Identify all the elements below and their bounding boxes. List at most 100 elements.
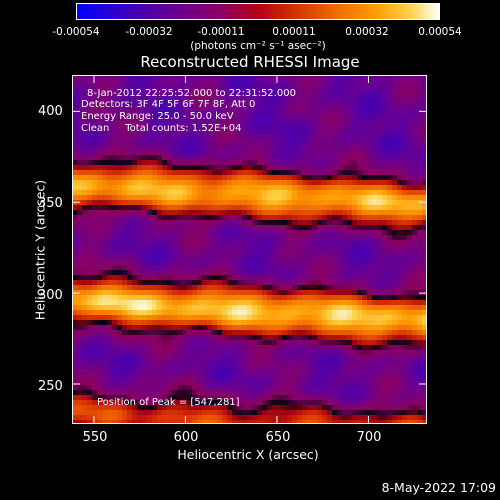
heatmap-cell (272, 125, 278, 131)
heatmap-cell (147, 385, 153, 391)
heatmap-cell (127, 240, 133, 246)
heatmap-cell (277, 95, 283, 101)
heatmap-cell (357, 400, 363, 406)
heatmap-cell (207, 155, 213, 161)
heatmap-cell (282, 375, 288, 381)
heatmap-cell (177, 185, 183, 191)
heatmap-cell (302, 250, 308, 256)
heatmap-cell (357, 180, 363, 186)
heatmap-cell (267, 165, 273, 171)
heatmap-cell (242, 75, 248, 81)
heatmap-cell (342, 290, 348, 296)
heatmap-cell (407, 230, 413, 236)
heatmap-cell (307, 130, 313, 136)
heatmap-cell (202, 295, 208, 301)
heatmap-cell (372, 420, 378, 424)
heatmap-cell (357, 105, 363, 111)
heatmap-cell (262, 255, 268, 261)
heatmap-cell (142, 185, 148, 191)
heatmap-cell (82, 255, 88, 261)
heatmap-cell (387, 150, 393, 156)
heatmap-cell (122, 390, 128, 396)
heatmap-cell (397, 280, 403, 286)
heatmap-cell (107, 360, 113, 366)
heatmap-cell (377, 300, 383, 306)
heatmap-cell (217, 330, 223, 336)
heatmap-cell (242, 230, 248, 236)
heatmap-cell (212, 420, 218, 424)
heatmap-cell (307, 80, 313, 86)
heatmap-cell (412, 405, 418, 411)
heatmap-cell (332, 350, 338, 356)
heatmap-cell (237, 380, 243, 386)
heatmap-cell (92, 135, 98, 141)
heatmap-cell (167, 250, 173, 256)
heatmap-cell (342, 125, 348, 131)
heatmap-cell (392, 405, 398, 411)
heatmap-cell (267, 390, 273, 396)
heatmap-cell (192, 105, 198, 111)
heatmap-cell (152, 205, 158, 211)
heatmap-cell (177, 235, 183, 241)
heatmap-cell (292, 420, 298, 424)
heatmap-cell (72, 100, 78, 106)
heatmap-cell (167, 380, 173, 386)
heatmap-cell (72, 180, 78, 186)
heatmap-cell (167, 160, 173, 166)
heatmap-cell (152, 395, 158, 401)
heatmap-cell (127, 115, 133, 121)
heatmap-cell (172, 405, 178, 411)
heatmap-cell (337, 245, 343, 251)
heatmap-cell (162, 140, 168, 146)
heatmap-cell (312, 295, 318, 301)
heatmap-cell (102, 230, 108, 236)
heatmap-cell (187, 360, 193, 366)
heatmap-cell (177, 120, 183, 126)
heatmap-cell (347, 375, 353, 381)
heatmap-cell (247, 280, 253, 286)
heatmap-cell (337, 90, 343, 96)
heatmap-cell (122, 210, 128, 216)
heatmap-cell (297, 250, 303, 256)
heatmap-cell (422, 350, 427, 356)
heatmap-cell (172, 390, 178, 396)
heatmap-cell (267, 415, 273, 421)
heatmap-cell (272, 215, 278, 221)
heatmap-cell (137, 85, 143, 91)
heatmap-cell (152, 265, 158, 271)
heatmap-cell (202, 240, 208, 246)
heatmap-cell (217, 220, 223, 226)
heatmap-cell (187, 90, 193, 96)
heatmap-cell (192, 175, 198, 181)
heatmap-cell (262, 190, 268, 196)
heatmap-cell (262, 300, 268, 306)
heatmap-cell (242, 410, 248, 416)
heatmap-cell (102, 75, 108, 81)
heatmap-cell (217, 285, 223, 291)
heatmap-cell (207, 140, 213, 146)
heatmap-cell (397, 160, 403, 166)
heatmap-cell (132, 265, 138, 271)
heatmap-cell (247, 320, 253, 326)
heatmap-cell (392, 255, 398, 261)
heatmap-cell (152, 90, 158, 96)
heatmap-cell (397, 135, 403, 141)
heatmap-cell (87, 365, 93, 371)
heatmap-cell (247, 165, 253, 171)
heatmap-cell (262, 90, 268, 96)
heatmap-cell (397, 190, 403, 196)
heatmap-cell (147, 365, 153, 371)
heatmap-cell (92, 300, 98, 306)
heatmap-cell (147, 320, 153, 326)
heatmap-cell (312, 205, 318, 211)
heatmap-cell (102, 185, 108, 191)
heatmap-cell (107, 95, 113, 101)
heatmap-cell (387, 160, 393, 166)
heatmap-cell (222, 80, 228, 86)
heatmap-cell (97, 350, 103, 356)
heatmap-cell (277, 400, 283, 406)
heatmap-cell (107, 155, 113, 161)
heatmap-cell (257, 160, 263, 166)
heatmap-cell (152, 200, 158, 206)
heatmap-cell (197, 230, 203, 236)
